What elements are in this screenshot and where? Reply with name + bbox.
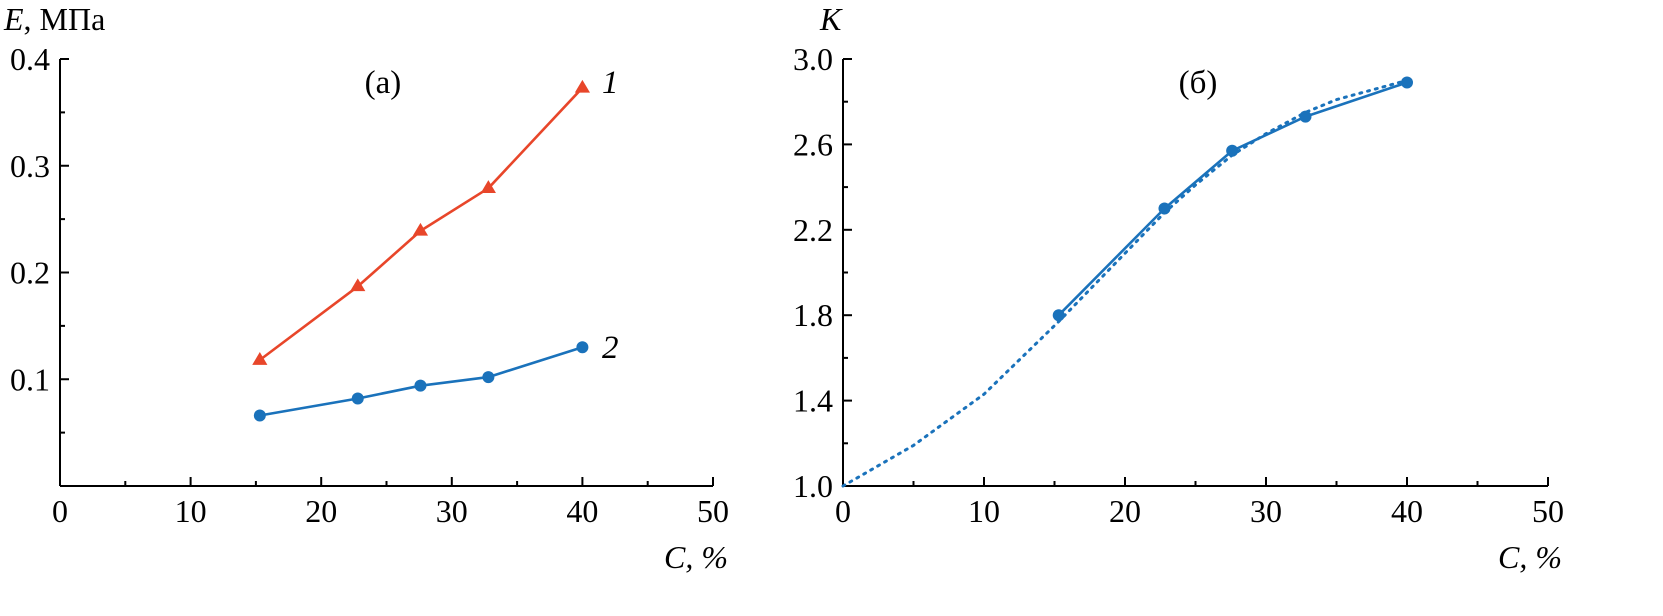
- panel-b-axes: [842, 59, 1548, 487]
- panel-b-series-1-point: [1226, 144, 1239, 157]
- panel-b-x-tick-label: 40: [1391, 493, 1423, 529]
- panel-a-xlabel-symbol: C: [664, 539, 686, 575]
- panel-b-title: (б): [1179, 65, 1218, 101]
- panel-b-series: [841, 76, 1413, 488]
- panel-a-y-tick-label: 0.1: [10, 361, 50, 397]
- panel-b-ylabel: K: [819, 1, 843, 37]
- panel-b-series-1-line: [1057, 81, 1409, 317]
- panel-b-series-1-point: [1052, 309, 1065, 322]
- panel-b-x-tick-label: 50: [1532, 493, 1564, 529]
- panel-a-ylabel-unit: , МПа: [24, 1, 106, 37]
- panel-a-series-2-point: [351, 392, 364, 405]
- panel-b-xlabel: C, %: [1498, 539, 1562, 575]
- panel-b-y-tick-label: 3.0: [793, 41, 833, 77]
- panel-a-x-tick-label: 30: [436, 493, 468, 529]
- panel-a-series-2-point: [576, 341, 589, 354]
- panel-b-xlabel-unit: , %: [1519, 539, 1562, 575]
- panel-a-x-tick-label: 20: [305, 493, 337, 529]
- panel-a-xlabel-unit: , %: [685, 539, 728, 575]
- panel-b-y-tick-label: 2.6: [793, 126, 833, 162]
- panel-a-ylabel: E, МПа: [3, 1, 105, 37]
- chart-panel-b: 0 10 20 30 40 50 1.0 1.4 1.8 2.2 2.6 3.0 K C, % (б): [793, 1, 1564, 575]
- chart-panel-a: 0 10 20 30 40 500.10.20.30.4 E, МПа C, % (а) …: [3, 1, 729, 575]
- panel-a-y-tick-label: 0.4: [10, 41, 50, 77]
- panel-a-x-tick-label: 40: [566, 493, 598, 529]
- panel-a-ylabel-symbol: E: [3, 1, 24, 37]
- panel-a-series: [252, 79, 590, 422]
- panel-a-series-2-point: [482, 371, 495, 384]
- panel-a-ticks: 0 10 20 30 40 50 0.1 0.2 0.3 0.4: [10, 41, 729, 529]
- panel-a-title: (а): [365, 65, 402, 101]
- panel-a-series-1-point: [252, 352, 268, 365]
- panel-b-xlabel-symbol: C: [1498, 539, 1520, 575]
- panel-b-y-tick-label: 1.0: [793, 468, 833, 504]
- panel-b-series-1-point: [1401, 76, 1413, 89]
- panel-a-series-1-point: [412, 222, 429, 236]
- panel-a-x-tick-label: 0: [52, 493, 68, 529]
- panel-a-series-1-point: [480, 180, 496, 193]
- panel-b-series-1-point: [1299, 110, 1312, 123]
- panel-b-y-tick-label: 2.2: [793, 212, 833, 248]
- panel-a-series-1-point: [350, 278, 366, 292]
- panel-b-x-tick-label: 20: [1109, 493, 1141, 529]
- panel-a-series-1-line: [258, 86, 584, 362]
- panel-b-x-tick-label: 0: [835, 493, 851, 529]
- panel-b-x-tick-label: 10: [968, 493, 1000, 529]
- panel-b-series-2-line: [841, 78, 1409, 488]
- panel-b-x-tick-label: 30: [1250, 493, 1282, 529]
- panel-a-y-tick-label: 0.2: [10, 255, 50, 291]
- series-2-label: 2: [602, 330, 619, 366]
- panel-a-xlabel: C, %: [664, 539, 728, 575]
- panel-b-series-1-point: [1158, 202, 1171, 215]
- panel-a-series-1-point: [574, 79, 590, 93]
- panel-a-y-tick-label: 0.3: [10, 148, 50, 184]
- panel-a-series-2-point: [414, 379, 427, 392]
- panel-b-y-tick-label: 1.8: [793, 297, 833, 333]
- panel-a-series-2-point: [253, 409, 266, 422]
- series-1-label: 1: [602, 65, 619, 101]
- panel-a-x-tick-label: 10: [175, 493, 207, 529]
- panel-b-ticks: 0 10 20 30 40 50 1.0 1.4 1.8 2.2 2.6 3.0: [793, 41, 1564, 529]
- panel-a-x-tick-label: 50: [697, 493, 729, 529]
- panel-b-y-tick-label: 1.4: [793, 383, 833, 419]
- panel-a-axes: [59, 59, 713, 487]
